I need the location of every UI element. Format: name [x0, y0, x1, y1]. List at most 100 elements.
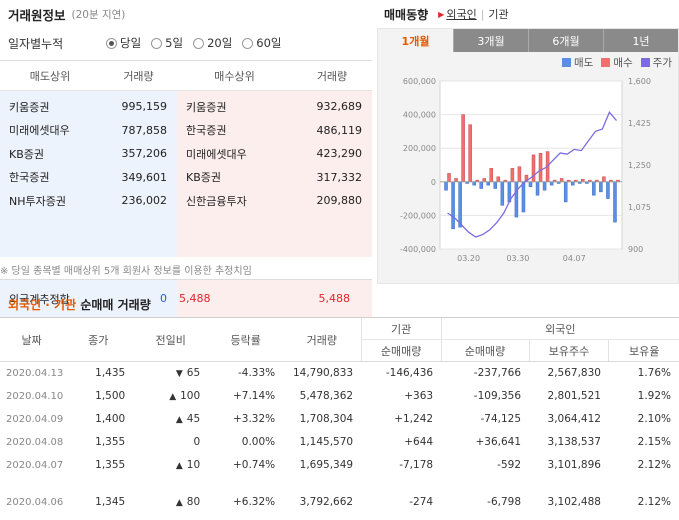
table-row: 2020.04.06 1,345 ▲ 80 +6.32% 3,792,662 -274 -6,… — [0, 491, 679, 514]
x-tick: 03.20 — [457, 254, 480, 263]
buy-bar — [496, 176, 501, 183]
cell-date: 2020.04.08 — [6, 436, 64, 448]
cell-date: 2020.04.07 — [6, 459, 64, 471]
tab-6months[interactable]: 6개월 — [528, 29, 603, 52]
trend-header: 매매동향 ▶ 외국인 | 기관 — [377, 0, 679, 28]
header-for-ratio: 보유율 — [608, 339, 679, 362]
sell-bar — [599, 181, 603, 193]
y-left-tick: -400,000 — [400, 245, 436, 254]
sell-bar — [479, 181, 483, 189]
cell-date: 2020.04.06 — [6, 496, 64, 508]
radio-dot — [242, 37, 254, 49]
buy-bar — [510, 168, 515, 183]
broker-table-body: 키움증권 995,159 미래에셋대우 787,858 KB증권 357,206 한국… — [0, 91, 372, 257]
arrow-up-icon: ▲ — [175, 498, 183, 508]
header-foreign: 외국인 — [440, 317, 679, 340]
trend-chart-box: 1개월 3개월 6개월 1년 매도 매수 주가 600,000 400,000 20… — [377, 28, 679, 284]
radio-20days[interactable]: 20일 — [193, 35, 232, 51]
cell-inst-net: -146,436 — [385, 367, 434, 380]
cell-rate: +7.14% — [232, 390, 276, 402]
cell-for-hold: 3,064,412 — [547, 413, 601, 425]
cell-change: ▼ 65 — [175, 367, 201, 380]
legend-swatch — [562, 58, 572, 67]
table-row: 2020.04.07 1,355 ▲ 10 +0.74% 1,695,349 -7,178 -… — [0, 454, 679, 477]
sell-bar — [549, 181, 554, 186]
buy-row: 한국증권 486,119 — [186, 123, 362, 138]
radio-60days[interactable]: 60일 — [242, 35, 282, 51]
cell-close: 1,435 — [95, 367, 126, 380]
sell-row: NH투자증권 236,002 — [9, 194, 167, 208]
tab-1month[interactable]: 1개월 — [378, 29, 453, 52]
y-right-tick: 1,600 — [628, 77, 651, 86]
sell-bar — [458, 181, 462, 228]
link-institution[interactable]: 기관 — [488, 8, 509, 21]
cell-for-hold: 3,101,896 — [547, 459, 601, 471]
triangle-right-icon: ▶ — [438, 9, 445, 19]
cell-volume: 1,145,570 — [299, 436, 354, 448]
cell-inst-net: +363 — [404, 390, 434, 402]
y-left-tick: 200,000 — [403, 144, 436, 153]
y-right-tick: 1,425 — [628, 119, 651, 128]
cell-inst-net: -7,178 — [399, 459, 434, 471]
y-right-tick: 900 — [628, 245, 643, 254]
header-close: 종가 — [63, 317, 134, 362]
tab-3months[interactable]: 3개월 — [453, 29, 528, 52]
sell-bar — [444, 181, 448, 191]
chart-legend: 매도 매수 주가 — [554, 55, 672, 70]
sell-bar — [500, 181, 505, 206]
cell-volume: 5,478,362 — [299, 390, 354, 402]
cell-rate: 0.00% — [241, 436, 276, 448]
sell-bar — [563, 181, 568, 203]
cell-change: ▲ 45 — [175, 413, 201, 425]
header-for-hold: 보유주수 — [528, 339, 609, 362]
net-trade-title-black: 순매매 거래량 — [80, 298, 151, 312]
net-trade-table: 날짜 종가 전일비 등락률 거래량 기관 외국인 순매매량 순매매량 보유주수 … — [0, 317, 679, 514]
y-right-tick: 1,075 — [628, 203, 651, 212]
legend-swatch — [601, 58, 611, 67]
sell-row: KB증권 357,206 — [9, 147, 167, 161]
radio-dot — [151, 37, 163, 49]
sell-bar — [613, 181, 617, 223]
header-buy-top: 매수상위 — [214, 69, 255, 83]
buy-row: 미래에셋대우 423,290 — [186, 147, 362, 161]
price-line — [447, 110, 617, 238]
foreign-sum-buy-value: 5,488 — [179, 292, 211, 305]
spacer-row — [0, 477, 679, 491]
sell-row: 미래에셋대우 787,858 — [9, 123, 167, 138]
plot-area — [439, 80, 623, 250]
cell-volume: 3,792,662 — [299, 496, 354, 508]
foreign-sum-sell-value: 0 — [160, 292, 167, 305]
cell-for-net: +36,641 — [475, 436, 522, 448]
radio-today[interactable]: 당일 — [106, 35, 141, 51]
header-sell-vol: 거래량 — [123, 69, 154, 83]
sell-row: 한국증권 349,601 — [9, 170, 167, 185]
y-right-tick: 1,250 — [628, 161, 651, 170]
cell-close: 1,355 — [95, 436, 126, 448]
cell-inst-net: -274 — [409, 496, 434, 508]
cell-for-net: -109,356 — [473, 390, 522, 402]
table-row: 2020.04.13 1,435 ▼ 65 -4.33% 14,790,833 -146,4… — [0, 362, 679, 385]
cell-date: 2020.04.13 — [6, 367, 64, 379]
foreign-sum-buy: 5,488 5,488 — [177, 280, 372, 317]
link-foreign[interactable]: 외국인 — [446, 8, 477, 21]
cell-rate: +6.32% — [232, 496, 276, 508]
arrow-up-icon: ▲ — [169, 392, 177, 402]
tab-1year[interactable]: 1년 — [603, 29, 678, 52]
cell-change: ▲ 100 — [169, 390, 201, 402]
cell-for-ratio: 1.92% — [637, 390, 671, 402]
cell-change: 0 — [193, 436, 201, 448]
header-institution: 기관 — [360, 317, 442, 340]
radio-5days[interactable]: 5일 — [151, 35, 183, 51]
delay-note: (20분 지연) — [71, 8, 126, 21]
cell-close: 1,400 — [95, 413, 126, 425]
legend-sell: 매도 — [562, 55, 593, 70]
legend-buy: 매수 — [601, 55, 633, 70]
legend-swatch — [640, 58, 650, 67]
broker-table: 매도상위 거래량 매수상위 거래량 키움증권 995,159 미래에셋대우 787,… — [0, 60, 372, 317]
broker-table-header: 매도상위 거래량 매수상위 거래량 — [0, 61, 372, 91]
net-trade-body: 2020.04.13 1,435 ▼ 65 -4.33% 14,790,833 -146,4… — [0, 362, 679, 514]
sell-bar — [542, 181, 547, 191]
buy-bar — [531, 154, 536, 183]
sell-bar — [592, 181, 596, 196]
arrow-up-icon: ▲ — [175, 461, 183, 471]
